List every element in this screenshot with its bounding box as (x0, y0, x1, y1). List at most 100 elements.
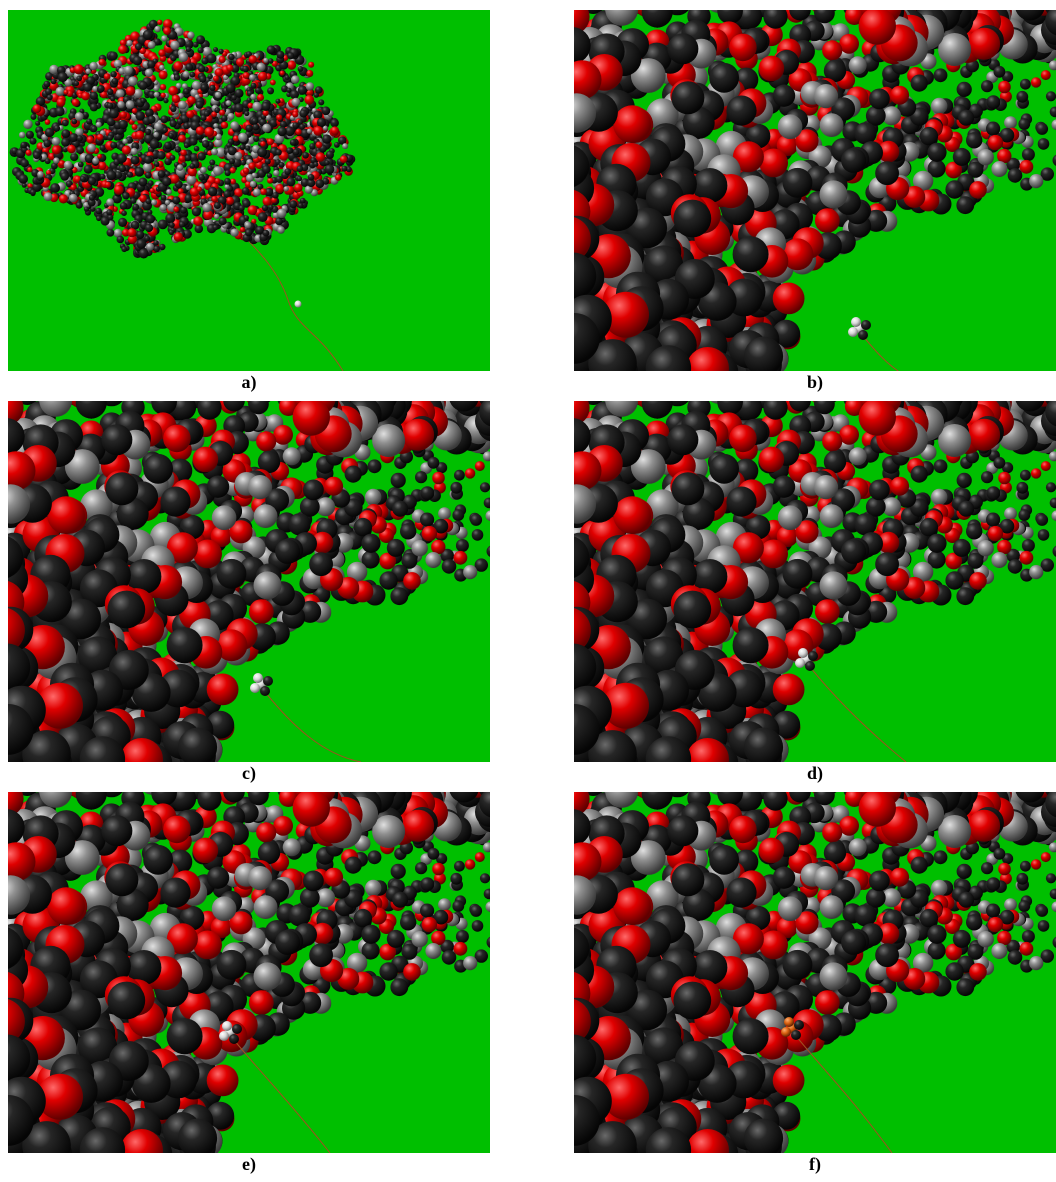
atom (193, 216, 203, 226)
atom (421, 877, 435, 891)
atom (486, 901, 491, 912)
atom (250, 181, 257, 188)
atom (96, 122, 102, 128)
atom (273, 170, 279, 176)
atom (773, 674, 805, 706)
atom (169, 230, 174, 235)
atom (193, 447, 219, 473)
atom (1016, 482, 1028, 494)
atom (778, 505, 803, 530)
atom (276, 99, 281, 104)
atom (143, 454, 173, 484)
atom (341, 166, 347, 172)
atom (454, 470, 465, 481)
atom (199, 76, 206, 83)
atom (52, 137, 61, 146)
atom (957, 473, 972, 488)
atom (214, 202, 221, 209)
atom (759, 149, 788, 178)
atom (153, 132, 159, 138)
atom (238, 133, 247, 142)
atom (167, 627, 203, 663)
atom (224, 178, 231, 185)
atom (254, 571, 282, 599)
atom (400, 914, 416, 930)
atom (316, 142, 323, 149)
atom (207, 165, 213, 171)
atom (1053, 545, 1056, 557)
atom (105, 472, 138, 505)
atom (421, 486, 435, 500)
atom (200, 167, 207, 174)
atom (74, 64, 84, 74)
atom (241, 160, 247, 166)
atom (160, 204, 167, 211)
atom (189, 137, 197, 145)
atom (150, 139, 160, 149)
atom (252, 124, 259, 131)
atom (150, 188, 155, 193)
atom (252, 173, 257, 178)
atom (454, 861, 465, 872)
render (8, 792, 490, 1153)
atom (304, 95, 314, 105)
atom (456, 539, 469, 552)
atom (869, 480, 890, 501)
panel: a) (8, 10, 490, 392)
atom (283, 838, 301, 856)
atom (204, 127, 214, 137)
atom (97, 85, 104, 92)
molecule-atom (808, 651, 818, 661)
atom (243, 168, 249, 174)
atom (822, 431, 842, 451)
atom (139, 81, 148, 90)
atom (126, 100, 135, 109)
atom (292, 111, 298, 117)
atom (90, 103, 98, 111)
atom (43, 140, 51, 148)
atom (213, 76, 219, 82)
atom (76, 76, 82, 82)
atom (158, 49, 165, 56)
atom (183, 88, 189, 94)
atom (1008, 559, 1023, 574)
atom (308, 174, 315, 181)
atom (484, 889, 490, 900)
atom (392, 892, 408, 908)
atom (968, 419, 1000, 451)
render (574, 10, 1056, 371)
atom (173, 61, 183, 71)
atom (262, 102, 271, 111)
figure: a) b) c) d) e) f) (() => { const data = … (0, 0, 1056, 1182)
atom (26, 150, 32, 156)
atom (72, 99, 80, 107)
trajectory (810, 667, 906, 762)
atom (814, 84, 838, 108)
atom (116, 89, 125, 98)
atom (422, 917, 437, 932)
atom (245, 229, 252, 236)
trajectory (863, 336, 959, 371)
atom (267, 87, 274, 94)
atom (487, 936, 491, 948)
atom (289, 200, 297, 208)
atom (998, 472, 1011, 485)
atom (268, 205, 273, 210)
atom (145, 69, 153, 77)
atom (85, 69, 91, 75)
atom (208, 74, 213, 79)
atom (391, 864, 406, 879)
trajectory (265, 692, 361, 762)
trajectory (233, 225, 343, 371)
atom (170, 120, 177, 127)
panel: b) (574, 10, 1056, 392)
atom (390, 587, 408, 605)
atom (263, 58, 268, 63)
atom (1038, 529, 1050, 541)
atom (198, 47, 204, 53)
atom (1022, 148, 1035, 161)
atom (252, 102, 261, 111)
atom (62, 120, 69, 127)
molecule-atom (861, 320, 871, 330)
atom (456, 930, 469, 943)
